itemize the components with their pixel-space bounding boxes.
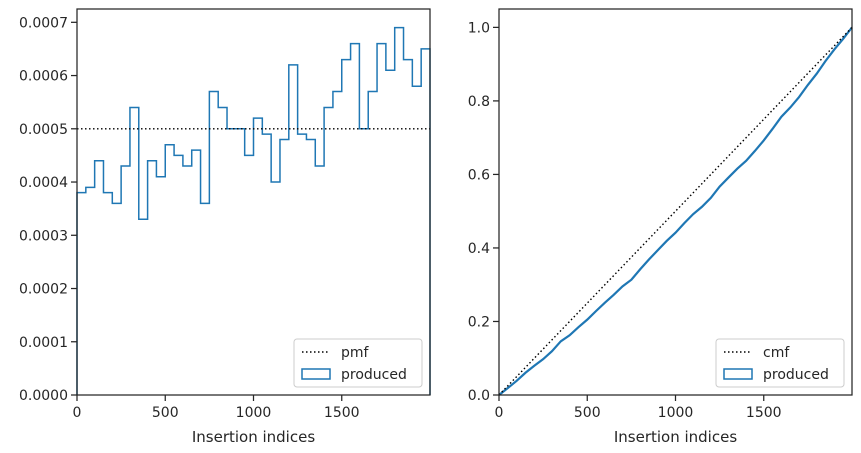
y-tick-label: 0.0000 xyxy=(19,388,68,404)
y-tick-label: 0.0007 xyxy=(19,15,68,31)
cmf-panel: 0 500 1000 1500 0.0 0.2 0.4 0.6 0.8 1.0 Insertion … xyxy=(468,8,853,446)
y-tick-label: 0.0004 xyxy=(19,175,68,191)
x-tick-label: 0 xyxy=(73,405,82,421)
legend-swatch-box xyxy=(301,368,331,380)
y-tick-label: 0.8 xyxy=(468,94,490,110)
produced-histogram-steps xyxy=(76,26,431,395)
legend: cmf produced xyxy=(715,338,845,388)
y-tick-label: 0.0 xyxy=(468,388,490,404)
legend-box xyxy=(715,338,845,388)
y-tick-label: 0.2 xyxy=(468,314,490,330)
y-tick-label: 0.0006 xyxy=(19,69,68,85)
x-tick-label: 0 xyxy=(495,405,504,421)
legend-label: produced xyxy=(341,367,407,383)
y-tick-label: 0.6 xyxy=(468,167,490,183)
x-tick-label: 1000 xyxy=(236,405,272,421)
legend-label: produced xyxy=(763,367,829,383)
x-axis-label: Insertion indices xyxy=(192,428,315,446)
legend: pmf produced xyxy=(293,338,423,388)
y-tick-label: 0.0003 xyxy=(19,228,68,244)
axes-frame xyxy=(498,8,853,396)
y-tick-label: 1.0 xyxy=(468,20,490,36)
x-tick-label: 1500 xyxy=(746,405,782,421)
y-tick-label: 0.0001 xyxy=(19,335,68,351)
produced-cmf-line xyxy=(498,26,853,396)
x-tick-label: 1500 xyxy=(324,405,360,421)
pmf-panel: 0 500 1000 1500 0.0000 0.0001 0.0002 0.0003 0.00… xyxy=(19,8,431,446)
legend-label: cmf xyxy=(763,345,790,361)
y-tick-label: 0.0005 xyxy=(19,122,68,138)
legend-box xyxy=(293,338,423,388)
legend-swatch-box xyxy=(723,368,753,380)
y-tick-label: 0.4 xyxy=(468,241,490,257)
x-tick-label: 1000 xyxy=(658,405,694,421)
y-tick-label: 0.0002 xyxy=(19,282,68,298)
x-tick-label: 500 xyxy=(152,405,179,421)
cmf-reference-line xyxy=(498,26,853,396)
legend-label: pmf xyxy=(341,345,370,361)
x-axis-label: Insertion indices xyxy=(614,428,737,446)
x-tick-label: 500 xyxy=(574,405,601,421)
